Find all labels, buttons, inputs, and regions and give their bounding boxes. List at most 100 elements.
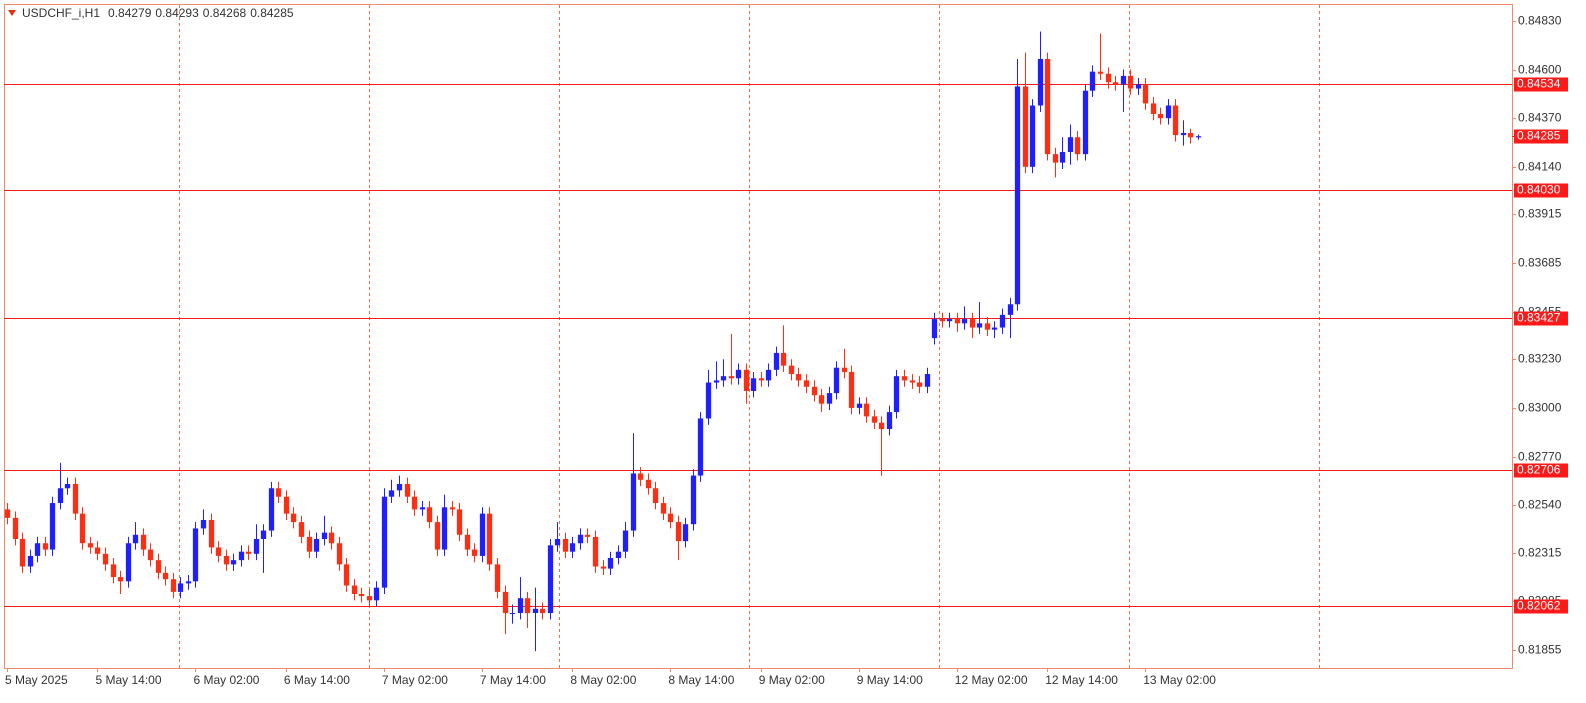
candle-body xyxy=(185,581,192,584)
x-tick-label: 12 May 02:00 xyxy=(955,673,1028,687)
candle-body xyxy=(803,380,810,387)
y-tick-label: 0.84830 xyxy=(1518,14,1562,28)
candle-body xyxy=(1150,103,1157,114)
candle-body xyxy=(856,403,863,408)
candle-body xyxy=(1059,152,1066,163)
candle-body xyxy=(630,473,637,531)
current-price-box xyxy=(1514,129,1568,144)
level-label-box xyxy=(1514,463,1568,478)
candle-body xyxy=(1187,132,1194,138)
candle-body xyxy=(1165,105,1172,119)
candle-body xyxy=(147,549,154,561)
candle-body xyxy=(811,386,818,396)
candle-body xyxy=(306,536,313,552)
candle-body xyxy=(34,543,41,556)
candle-body xyxy=(358,593,365,597)
candle-body xyxy=(893,376,900,413)
candle-body xyxy=(1037,58,1044,106)
candle-body xyxy=(916,382,923,387)
candles xyxy=(4,31,1202,652)
candle-body xyxy=(547,545,554,614)
candle-body xyxy=(177,583,184,592)
candle-body xyxy=(1180,132,1187,136)
candle-body xyxy=(298,522,305,537)
candle-body xyxy=(117,577,124,582)
candle-body xyxy=(4,509,11,518)
y-tick-label: 0.81855 xyxy=(1518,643,1562,657)
candle-body xyxy=(924,374,931,387)
candle-body xyxy=(366,596,373,601)
candle-body xyxy=(94,547,101,554)
level-label: 0.82706 xyxy=(1517,463,1561,477)
last-high: 0.84293 xyxy=(155,6,199,20)
candle-body xyxy=(705,382,712,419)
candle-body xyxy=(132,534,139,544)
candle-body xyxy=(102,553,109,565)
candle-body xyxy=(404,484,411,497)
candle-body xyxy=(1195,136,1202,138)
candle-body xyxy=(931,319,938,339)
candle-body xyxy=(486,513,493,565)
candle-body xyxy=(652,488,659,504)
candle-body xyxy=(290,513,297,523)
candle-body xyxy=(743,369,750,391)
y-tick-label: 0.83000 xyxy=(1518,401,1562,415)
candle-body xyxy=(192,528,199,582)
x-tick-label: 8 May 14:00 xyxy=(668,673,734,687)
header: USDCHF_i,H1 0.84279 0.84293 0.84268 0.84285 xyxy=(22,6,294,20)
candle-body xyxy=(1172,105,1179,136)
candle-body xyxy=(464,534,471,550)
candle-body xyxy=(1082,90,1089,155)
candle-body xyxy=(584,534,591,537)
level-label-box xyxy=(1514,599,1568,614)
candle-body xyxy=(479,513,486,556)
candle-body xyxy=(49,503,56,550)
last-low: 0.84268 xyxy=(203,6,247,20)
candle-body xyxy=(697,418,704,476)
candle-body xyxy=(388,490,395,497)
candle-body xyxy=(765,369,772,381)
candle-body xyxy=(411,496,418,510)
candle-body xyxy=(208,519,215,548)
candle-body xyxy=(12,517,19,540)
level-label: 0.83427 xyxy=(1517,311,1561,325)
y-tick-label: 0.83685 xyxy=(1518,256,1562,270)
candle-body xyxy=(871,416,878,423)
candle-body xyxy=(238,551,245,561)
x-tick-label: 7 May 02:00 xyxy=(382,673,448,687)
candle-body xyxy=(275,488,282,497)
candle-body xyxy=(110,564,117,578)
candle-body xyxy=(600,566,607,569)
candle-body xyxy=(539,608,546,614)
candle-body xyxy=(64,484,71,489)
candle-body xyxy=(19,539,26,567)
candle-body xyxy=(1067,137,1074,153)
candle-body xyxy=(645,479,652,489)
candle-body xyxy=(826,393,833,404)
candle-body xyxy=(1135,84,1142,89)
candle-body xyxy=(886,412,893,430)
last-close: 0.84285 xyxy=(250,6,294,20)
candle-body xyxy=(321,532,328,540)
candle-body xyxy=(419,507,426,510)
candle-body xyxy=(1089,71,1096,91)
candle-body xyxy=(667,513,674,523)
candle-body xyxy=(961,319,968,324)
candle-body xyxy=(200,519,207,529)
candle-body xyxy=(690,475,697,525)
candle-body xyxy=(758,378,765,381)
candle-body xyxy=(494,564,501,592)
candle-body xyxy=(125,543,132,582)
candle-body xyxy=(1044,58,1051,155)
level-label: 0.84030 xyxy=(1517,183,1561,197)
candle-body xyxy=(215,547,222,556)
candle-body xyxy=(999,314,1006,328)
candle-body xyxy=(313,539,320,552)
candle-body xyxy=(607,558,614,569)
candle-body xyxy=(140,534,147,550)
candle-body xyxy=(788,365,795,375)
candle-body xyxy=(615,551,622,559)
candle-body xyxy=(268,488,275,531)
candle-body xyxy=(713,380,720,383)
